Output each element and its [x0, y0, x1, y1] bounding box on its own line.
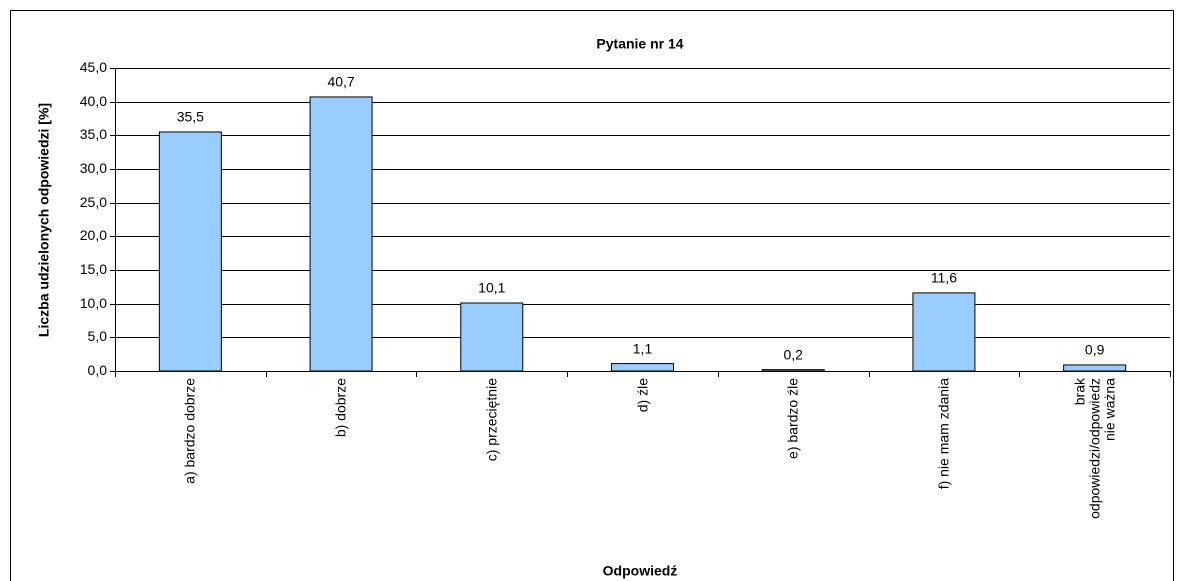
- y-tick-label: 15,0: [80, 261, 107, 277]
- x-tick-label: brak odpowiedzi/odpowiedz nie ważna: [1071, 378, 1118, 519]
- y-tick-label: 45,0: [80, 59, 107, 75]
- y-tick-label: 35,0: [80, 126, 107, 142]
- y-tick-label: 5,0: [88, 328, 108, 344]
- value-label: 0,2: [783, 346, 803, 362]
- x-tick-label: e) bardzo źle: [784, 378, 801, 459]
- bar: [761, 369, 825, 372]
- x-tick-label: d) źle: [634, 378, 650, 413]
- bar: [460, 302, 524, 372]
- bar: [158, 131, 222, 372]
- bar: [912, 292, 976, 372]
- y-tick-label: 40,0: [80, 93, 107, 109]
- x-tick-label: a) bardzo dobrze: [181, 378, 198, 484]
- x-axis-label: Odpowiedź: [603, 563, 678, 579]
- chart-title: Pytanie nr 14: [596, 36, 683, 52]
- x-tick-label: b) dobrze: [332, 378, 349, 438]
- y-tick-label: 20,0: [80, 227, 107, 243]
- y-tick-label: 10,0: [80, 295, 107, 311]
- bar: [1063, 364, 1127, 372]
- value-label: 1,1: [633, 340, 653, 356]
- y-tick-label: 25,0: [80, 194, 107, 210]
- y-axis-label: Liczba udzielonych odpowiedzi [%]: [36, 103, 52, 337]
- value-label: 40,7: [327, 74, 354, 90]
- y-tick-label: 30,0: [80, 160, 107, 176]
- value-label: 11,6: [931, 270, 957, 286]
- y-tick-label: 0,0: [88, 362, 108, 378]
- x-tick-label: f) nie mam zdania: [935, 378, 952, 490]
- value-label: 0,9: [1085, 342, 1105, 358]
- chart-border: [10, 10, 1174, 581]
- bar: [309, 96, 373, 372]
- bar: [611, 363, 674, 372]
- value-label: 10,1: [478, 280, 505, 296]
- x-tick-label: c) przeciętnie: [483, 378, 500, 462]
- value-label: 35,5: [177, 109, 204, 125]
